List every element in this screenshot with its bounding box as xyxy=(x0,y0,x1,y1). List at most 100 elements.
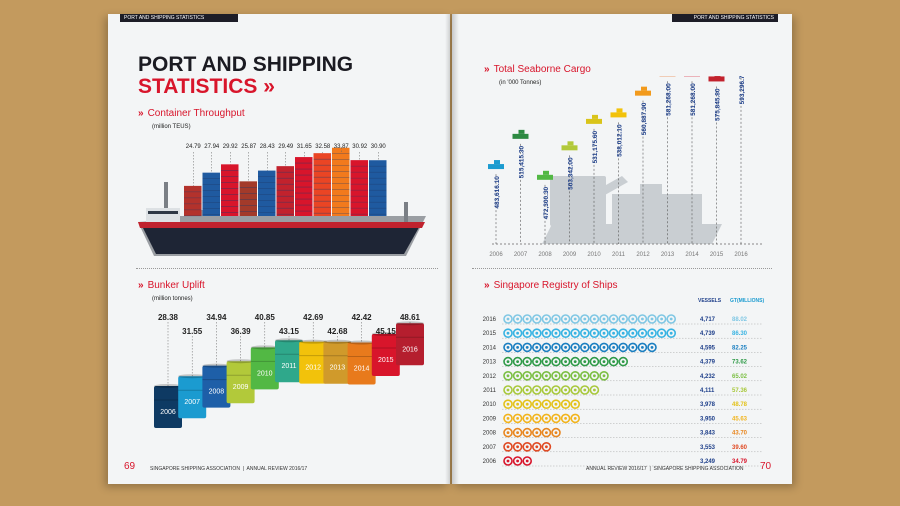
ship-wheel-hub xyxy=(516,331,519,335)
ship-wheel-icon xyxy=(551,314,561,324)
ship-wheel-icon xyxy=(532,399,542,409)
ship-wheel-hub xyxy=(525,331,529,335)
registry-gt-value: 86.30 xyxy=(732,331,748,337)
ship-wheel-icon xyxy=(532,427,542,438)
ship-wheel-hub xyxy=(525,346,529,349)
ship-wheel-icon xyxy=(522,413,533,424)
ship-wheel-icon xyxy=(541,385,552,395)
ship-wheel-icon xyxy=(580,356,590,367)
registry-gt-value: 73.62 xyxy=(732,360,748,366)
cargo-value-label: 593,296.70 xyxy=(739,76,746,104)
container-bar xyxy=(202,172,220,216)
bunker-year-label: 2013 xyxy=(330,365,346,372)
ship-wheel-icon xyxy=(512,342,523,353)
left-footer: SINGAPORE SHIPPING ASSOCIATION | ANNUAL … xyxy=(150,466,308,472)
container-throughput-chart: 24.79 27.94 29.92 25.87 28.43 29.49 31.65 32.58… xyxy=(138,144,426,256)
ship-wheel-icon xyxy=(551,356,561,367)
ship-wheel-hub xyxy=(525,431,529,434)
ship-wheel-hub xyxy=(554,402,558,406)
cargo-ship-bridge xyxy=(543,170,549,175)
cargo-ship-icon xyxy=(561,145,578,151)
registry-vessels-value: 3,843 xyxy=(700,431,716,437)
ship-wheel-hub xyxy=(545,445,548,449)
ship-wheel-hub xyxy=(535,346,539,349)
ship-wheel-hub xyxy=(506,459,510,463)
ship-wheel-icon xyxy=(560,342,571,353)
bunker-barrel xyxy=(250,347,279,390)
cargo-year-label: 2006 xyxy=(489,252,503,258)
ship-wheel-hub xyxy=(506,360,510,363)
bunker-value-label: 40.85 xyxy=(255,313,276,322)
ship-wheel-hub xyxy=(573,388,577,392)
ship-wheel-icon xyxy=(522,328,533,339)
ship-wheel-hub xyxy=(573,402,577,406)
ship-wheel-icon xyxy=(560,385,571,395)
registry-gt-value: 82.25 xyxy=(732,345,748,351)
ship-wheel-icon xyxy=(512,456,523,466)
registry-gt-value: 34.79 xyxy=(732,459,748,465)
ship-wheel-hub xyxy=(535,445,539,449)
bunker-barrel xyxy=(347,342,376,385)
ship-wheel-hub xyxy=(516,417,519,420)
ship-wheel-icon xyxy=(618,356,628,367)
ship-wheel-hub xyxy=(516,346,519,349)
ship-wheel-hub xyxy=(631,317,635,321)
page-title-line2: STATISTICS » xyxy=(138,76,353,98)
ship-wheel-icon xyxy=(532,314,542,324)
ship-wheel-hub xyxy=(573,346,577,349)
bunker-year-label: 2006 xyxy=(160,409,176,416)
ship-wheel-icon xyxy=(512,427,523,438)
ship-wheel-icon xyxy=(608,328,619,339)
ship-wheel-icon xyxy=(512,328,523,339)
ship-wheel-icon xyxy=(618,328,628,339)
ship-wheel-hub xyxy=(516,459,519,463)
ship-wheel-icon xyxy=(503,371,513,381)
bunker-year-label: 2009 xyxy=(233,384,249,391)
bunker-barrel-rim xyxy=(250,345,279,350)
ship-wheel-icon xyxy=(637,314,648,324)
cargo-value-label: 531,175.60 xyxy=(592,131,599,164)
cargo-year-label: 2008 xyxy=(538,252,552,258)
ship-wheel-icon xyxy=(628,342,638,353)
ship-wheel-icon xyxy=(580,385,590,395)
ship-wheel-icon xyxy=(551,328,561,339)
registry-year-label: 2007 xyxy=(483,445,497,451)
ship-wheel-icon xyxy=(503,456,513,466)
page-title-line2-text: STATISTICS xyxy=(138,75,258,98)
ship-wheel-hub xyxy=(506,346,510,349)
left-footer-report: ANNUAL REVIEW 2016/17 xyxy=(246,466,308,472)
ship-wheel-hub xyxy=(573,317,577,321)
bunker-barrel xyxy=(226,361,255,404)
registry-gt-value: 45.63 xyxy=(732,416,748,422)
ship-wheel-hub xyxy=(602,317,606,321)
ship-wheel-hub xyxy=(593,331,596,335)
registry-vessels-value: 3,950 xyxy=(700,416,716,422)
cargo-ship-bridge xyxy=(641,86,647,91)
bunker-barrel xyxy=(202,365,231,408)
ship-wheel-icon xyxy=(512,442,523,452)
ship-wheel-icon xyxy=(580,342,590,353)
bunker-year-label: 2010 xyxy=(257,370,273,377)
registry-heading: » Singapore Registry of Ships xyxy=(484,280,618,291)
ship-wheel-icon xyxy=(522,356,533,367)
right-header-tag: PORT AND SHIPPING STATISTICS xyxy=(672,14,778,22)
registry-gt-value: 65.02 xyxy=(732,374,748,380)
cargo-ship-icon xyxy=(708,76,725,82)
ship-wheel-hub xyxy=(554,388,558,392)
cargo-year-label: 2007 xyxy=(514,252,528,258)
bunker-value-label: 36.39 xyxy=(231,327,252,336)
ship-wheel-icon xyxy=(628,314,638,324)
ship-wheel-icon xyxy=(570,371,580,381)
left-page-number: 69 xyxy=(124,461,136,472)
bunker-barrel xyxy=(154,386,182,429)
ship-wheel-hub xyxy=(535,431,539,434)
ship-wheel-hub xyxy=(554,374,558,378)
bunker-year-label: 2008 xyxy=(209,389,225,396)
ship-wheel-icon xyxy=(647,328,657,339)
ship-wheel-icon xyxy=(522,385,533,395)
ship-wheel-icon xyxy=(666,328,676,339)
ship-wheel-hub xyxy=(535,360,539,363)
ship-wheel-hub xyxy=(573,374,577,378)
container-bar xyxy=(295,157,313,216)
chevron-icon: » xyxy=(484,280,490,291)
